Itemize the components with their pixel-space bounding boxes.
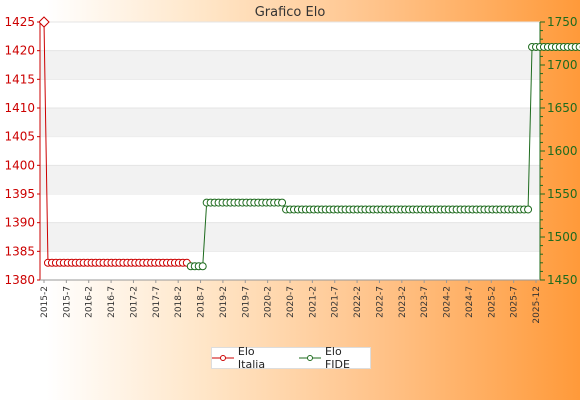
legend-label-fide: Elo FIDE — [324, 345, 350, 371]
x-tick-label: 2019-7 — [241, 286, 251, 318]
right-tick-label: 1550 — [547, 187, 578, 201]
legend: Elo Italia Elo FIDE — [211, 345, 371, 371]
legend-swatch-fide — [299, 355, 321, 361]
grid-band — [40, 108, 540, 137]
right-tick-label: 1500 — [547, 230, 578, 244]
x-tick-label: 2020-7 — [286, 286, 296, 318]
series-elo-fide — [186, 42, 580, 271]
left-y-axis: 1380 1385 1390 1395 1400 1405 1410 1415 1420 1425 — [4, 15, 41, 287]
x-tick-label: 2020-2 — [264, 286, 274, 318]
right-tick-label: 1650 — [547, 101, 578, 115]
legend-swatch-italia — [212, 355, 234, 361]
x-tick-label: 2021-7 — [331, 286, 341, 318]
x-tick-label: 2021-2 — [308, 286, 318, 318]
x-axis: 2015-2 2015-7 2016-2 2016-7 2017-2 2017-7 2018… — [40, 279, 542, 324]
legend-item-elo-italia: Elo Italia — [212, 345, 285, 371]
x-tick-label: 2025-12 — [532, 286, 542, 324]
left-tick-label: 1400 — [4, 158, 35, 172]
grid-bands — [40, 21, 540, 252]
x-tick-label: 2023-7 — [420, 286, 430, 318]
x-tick-label: 2016-2 — [85, 286, 95, 318]
data-point — [575, 42, 580, 51]
legend-item-elo-fide: Elo FIDE — [299, 345, 370, 371]
x-tick-label: 2019-2 — [219, 286, 229, 318]
left-tick-label: 1420 — [4, 44, 35, 58]
x-tick-label: 2022-7 — [375, 286, 385, 318]
left-tick-label: 1385 — [4, 244, 35, 258]
data-point — [198, 262, 207, 271]
x-tick-label: 2015-7 — [62, 286, 72, 318]
x-tick-label: 2024-2 — [443, 286, 453, 318]
x-tick-label: 2018-7 — [197, 286, 207, 318]
data-point — [524, 205, 533, 214]
right-tick-label: 1750 — [547, 15, 578, 29]
chart-title: Grafico Elo — [255, 5, 326, 20]
data-point — [278, 198, 287, 207]
right-y-axis: 1450 1500 1550 1600 1650 1700 1750 — [539, 15, 578, 287]
legend-label-italia: Elo Italia — [237, 345, 266, 371]
x-tick-label: 2025-2 — [487, 286, 497, 318]
right-tick-label: 1450 — [547, 273, 578, 287]
x-tick-label: 2016-7 — [107, 286, 117, 318]
grid-band — [40, 50, 540, 80]
right-tick-label: 1700 — [547, 58, 578, 72]
x-tick-label: 2018-2 — [174, 286, 184, 318]
x-tick-label: 2022-2 — [353, 286, 363, 318]
right-tick-label: 1600 — [547, 144, 578, 158]
grid-band — [40, 165, 540, 194]
grid-band — [40, 222, 540, 252]
left-tick-label: 1390 — [4, 216, 35, 230]
x-tick-label: 2023-2 — [398, 286, 408, 318]
x-tick-label: 2015-2 — [40, 286, 50, 318]
left-tick-label: 1405 — [4, 130, 35, 144]
left-tick-label: 1395 — [4, 187, 35, 201]
left-tick-label: 1380 — [4, 273, 35, 287]
x-tick-label: 2025-7 — [510, 286, 520, 318]
x-tick-label: 2017-2 — [129, 286, 139, 318]
left-tick-label: 1410 — [4, 101, 35, 115]
x-tick-label: 2017-7 — [152, 286, 162, 318]
left-tick-label: 1425 — [4, 15, 35, 29]
series-elo-italia — [38, 16, 191, 267]
x-tick-label: 2024-7 — [465, 286, 475, 318]
left-tick-label: 1415 — [4, 72, 35, 86]
first-point-marker — [38, 16, 50, 28]
